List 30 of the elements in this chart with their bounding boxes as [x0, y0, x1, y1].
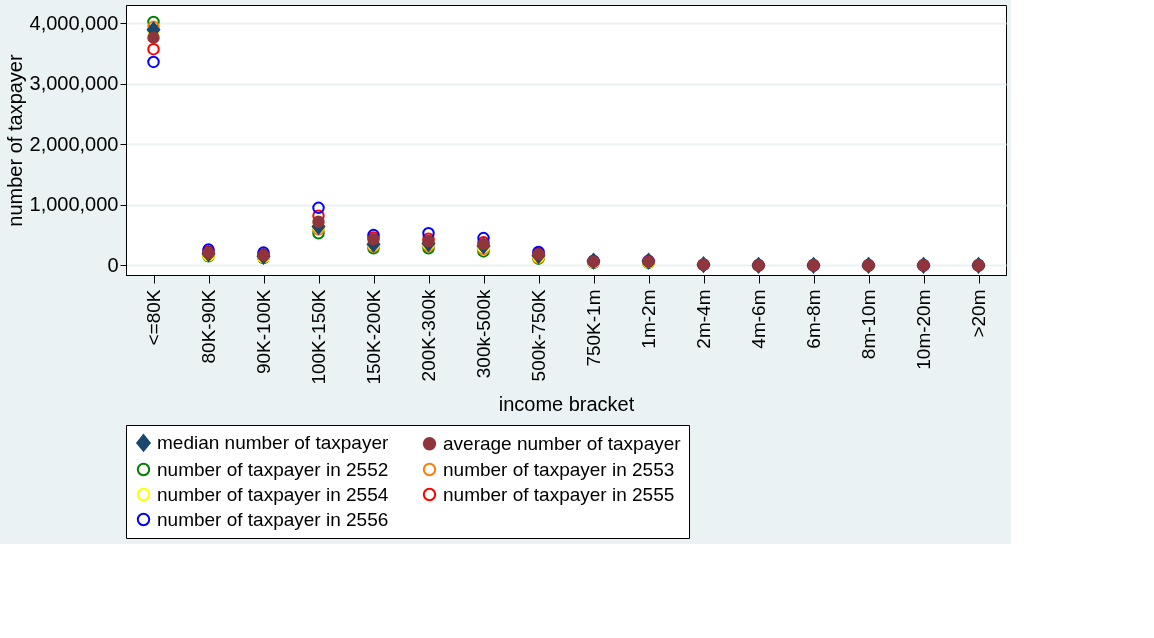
legend-label: number of taxpayer in 2556 — [157, 508, 389, 530]
legend-label: number of taxpayer in 2553 — [443, 458, 675, 480]
x-tick-label: 300k-500k — [473, 289, 494, 379]
x-tick-label: <=80K — [143, 289, 164, 346]
legend-label: number of taxpayer in 2554 — [157, 483, 389, 505]
x-tick-label: 4m-6m — [748, 289, 769, 349]
x-tick-label: 80K-90K — [198, 289, 219, 364]
y-tick-label: 1,000,000 — [29, 193, 119, 216]
legend-label: median number of taxpayer — [157, 431, 389, 453]
y-tick-label: 4,000,000 — [29, 11, 119, 34]
x-tick-label: >20m — [968, 289, 989, 338]
x-tick-label: 500k-750K — [528, 289, 549, 382]
x-tick-label: 6m-8m — [803, 289, 824, 349]
x-tick-label: 750K-1m — [583, 289, 604, 367]
y-axis-title: number of taxpayer — [3, 54, 26, 227]
x-tick-label: 150K-200K — [363, 289, 384, 385]
legend-label: number of taxpayer in 2552 — [157, 458, 389, 480]
x-tick-label: 100K-150K — [308, 289, 329, 385]
legend-label: number of taxpayer in 2555 — [443, 483, 675, 505]
x-tick-label: 10m-20m — [913, 289, 934, 370]
x-tick-label: 8m-10m — [858, 289, 879, 360]
y-tick-label: 2,000,000 — [29, 132, 119, 155]
x-tick-label: 2m-4m — [693, 289, 714, 349]
x-tick-label: 200K-300k — [418, 289, 439, 382]
legend-label: average number of taxpayer — [443, 432, 682, 454]
x-axis-title: income bracket — [498, 392, 635, 415]
x-tick-label: 90K-100K — [253, 289, 274, 375]
y-tick-label: 0 — [107, 253, 119, 276]
y-tick-label: 3,000,000 — [29, 72, 119, 95]
x-tick-label: 1m-2m — [638, 289, 659, 349]
